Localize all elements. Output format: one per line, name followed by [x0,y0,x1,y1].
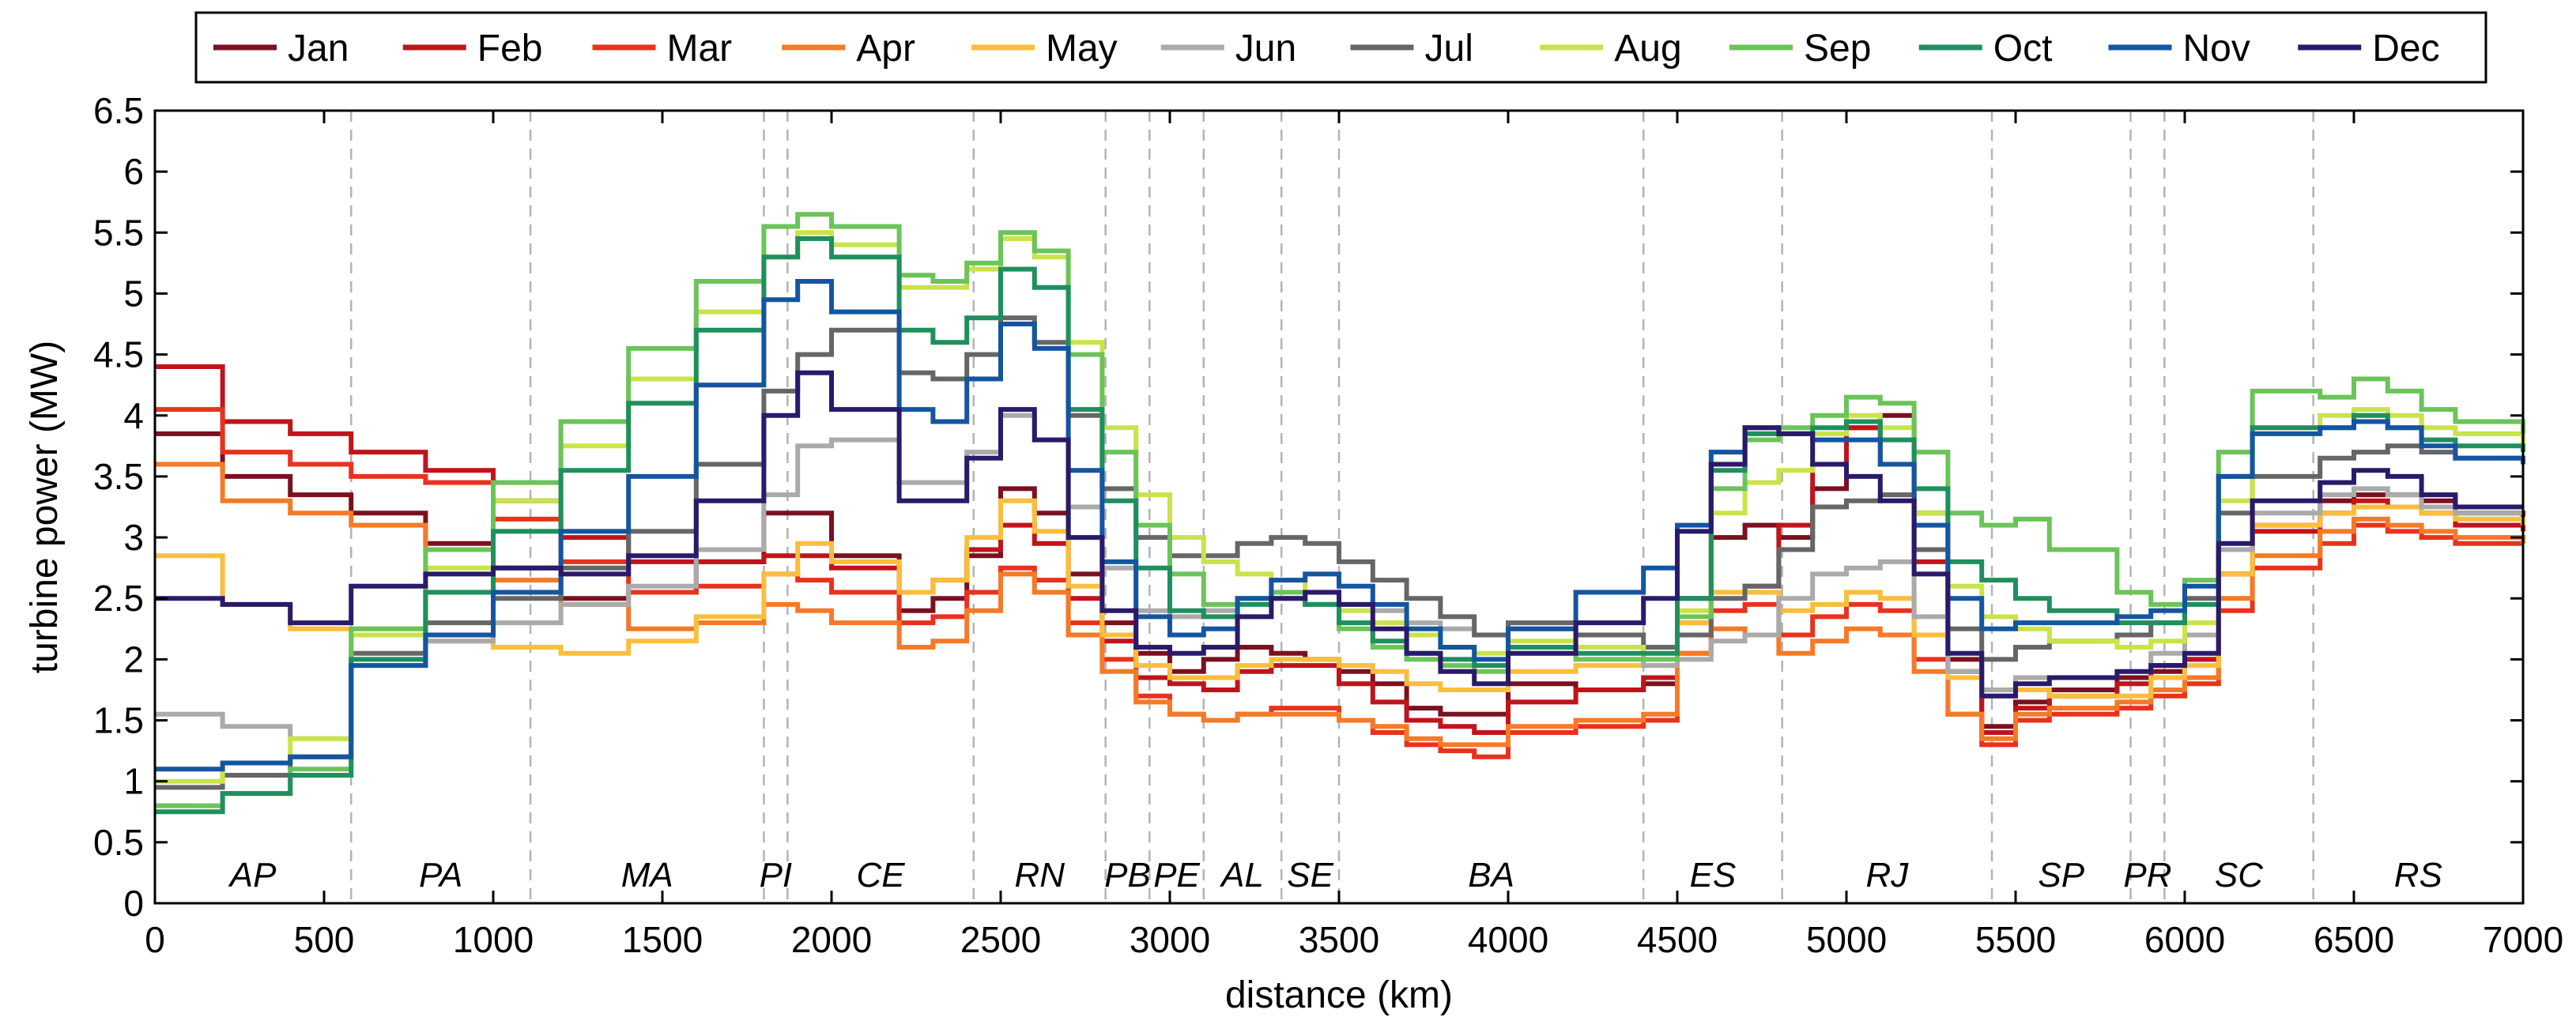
x-tick-label: 6000 [2144,919,2225,960]
legend-label-may: May [1046,28,1118,70]
region-label-pa: PA [419,856,462,895]
x-tick-label: 500 [294,919,355,960]
region-label-ma: MA [621,856,673,895]
y-axis-title: turbine power (MW) [24,341,66,673]
x-tick-label: 5500 [1975,919,2056,960]
legend-label-jun: Jun [1235,28,1296,70]
x-axis: 0 500 1000 1500 2000 2500 3000 3500 4000 4500 5000… [145,111,2563,960]
y-tick-label: 1 [123,761,144,802]
legend-label-aug: Aug [1614,28,1681,70]
region-label-es: ES [1690,856,1737,895]
y-tick-label: 3 [123,517,144,558]
x-axis-title: distance (km) [1225,974,1453,1016]
y-tick-label: 2.5 [93,578,144,619]
legend: Jan Feb Mar Apr May Jun Jul Aug Sep Oct Nov Dec [194,11,2487,84]
series-line-sep [155,212,2525,808]
y-tick-label: 3.5 [93,456,144,497]
region-label-ce: CE [856,856,905,895]
y-tick-label: 5 [123,273,144,314]
region-label-ap: AP [228,856,277,895]
x-tick-label: 6500 [2314,919,2394,960]
legend-label-dec: Dec [2372,28,2439,70]
x-tick-label: 5000 [1806,919,1887,960]
y-tick-label: 6 [123,151,144,192]
region-label-ba: BA [1468,856,1514,895]
region-label-pi: PI [760,856,793,895]
region-label-rj: RJ [1865,856,1909,895]
y-tick-label: 2 [123,639,144,680]
region-label-al: AL [1219,856,1264,895]
y-tick-label: 6.5 [93,90,144,131]
x-tick-label: 7000 [2483,919,2563,960]
legend-label-nov: Nov [2183,28,2250,70]
region-label-sp: SP [2038,856,2084,895]
legend-label-sep: Sep [1804,28,1871,70]
x-tick-label: 4000 [1468,919,1548,960]
series-line-jul [155,315,2523,790]
legend-label-feb: Feb [477,28,543,70]
region-label-sc: SC [2215,856,2264,895]
y-tick-label: 1.5 [93,700,144,741]
x-tick-label: 1500 [622,919,703,960]
y-tick-label: 0 [123,883,144,924]
region-label-rn: RN [1014,856,1065,895]
x-tick-label: 3000 [1130,919,1210,960]
y-tick-label: 5.5 [93,212,144,253]
x-tick-label: 1000 [453,919,534,960]
data-series [155,212,2525,815]
legend-label-apr: Apr [856,28,915,70]
y-axis: 0 0.5 1 1.5 2 2.5 3 3.5 4 4.5 5 5.5 6 6.5 [93,90,2523,924]
region-label-pe: PE [1153,856,1200,895]
region-label-se: SE [1287,856,1333,895]
legend-box [194,11,2487,84]
y-tick-label: 0.5 [93,822,144,863]
x-tick-label: 4500 [1637,919,1718,960]
legend-label-jul: Jul [1425,28,1473,70]
series-line-may [155,498,2525,699]
region-label-rs: RS [2394,856,2442,895]
series-line-dec [155,370,2523,699]
region-labels: AP PA MA PI CE RN PB PE AL SE BA ES RJ SP PR SC RS [228,856,2442,895]
y-tick-label: 4.5 [93,334,144,375]
x-tick-label: 2500 [960,919,1041,960]
region-label-pr: PR [2123,856,2171,895]
y-tick-label: 4 [123,395,144,436]
x-tick-label: 3500 [1299,919,1379,960]
x-tick-label: 2000 [791,919,872,960]
legend-label-oct: Oct [1993,28,2053,70]
legend-label-jan: Jan [288,28,349,70]
x-tick-label: 0 [145,919,165,960]
legend-label-mar: Mar [667,28,733,70]
region-label-pb: PB [1104,856,1151,895]
